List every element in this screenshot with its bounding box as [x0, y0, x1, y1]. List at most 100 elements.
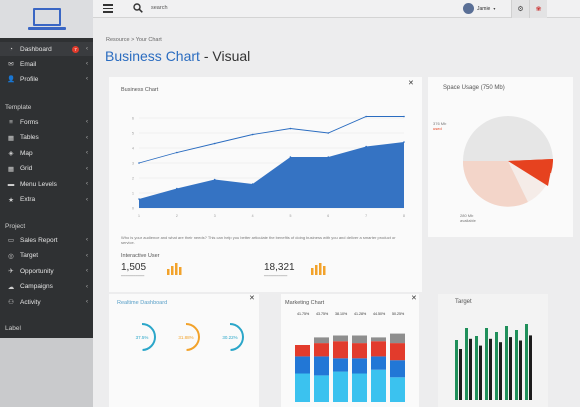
sidebar-item-dashboard[interactable]: ◔ Dashboard 7 ‹ — [0, 42, 93, 56]
marketing-bar-segment — [371, 369, 386, 402]
chevron-left-icon: ‹ — [86, 119, 88, 125]
page-title-main: Business Chart — [105, 48, 200, 64]
search-input[interactable]: search — [151, 5, 168, 11]
sidebar-item-label: Email — [20, 60, 37, 68]
close-icon[interactable]: ✕ — [408, 80, 414, 87]
marketing-bar-segment — [314, 356, 329, 376]
area-point — [138, 198, 140, 200]
realtime-rings — [128, 323, 244, 351]
marketing-percent-label: 41.75% — [297, 312, 310, 316]
notification-badge: 7 — [72, 45, 79, 53]
apps-button[interactable]: ❀ — [529, 0, 547, 18]
line-point — [176, 151, 178, 154]
close-icon[interactable]: ✕ — [411, 295, 417, 302]
sidebar-item-label: Campaigns — [20, 283, 53, 290]
target-bar-green — [485, 328, 488, 400]
close-icon[interactable]: ✕ — [249, 295, 255, 302]
used-label: 376 Mb — [433, 121, 447, 126]
target-bar-black — [469, 338, 472, 400]
available-sub: available — [460, 218, 476, 223]
x-tick-label: 5 — [289, 214, 291, 218]
realtime-dashboard-panel: Realtime Dashboard ✕ 37.5% 31.88% 30.22% — [109, 294, 259, 407]
chevron-left-icon: ‹ — [86, 283, 88, 290]
marketing-percent-label: 38.10% — [335, 312, 348, 316]
chevron-left-icon: ‹ — [86, 299, 88, 305]
report-icon: ▭ — [7, 237, 15, 244]
marketing-bar-segment — [390, 377, 405, 402]
sidebar-item-activity[interactable]: ⚇ Activity ‹ — [0, 295, 93, 309]
user-menu[interactable]: Jamie ▾ — [463, 3, 495, 14]
sidebar-item-label: Dashboard — [20, 45, 52, 53]
sidebar-item-label: Sales Report — [20, 236, 58, 244]
marketing-bar-segment — [295, 345, 310, 357]
marketing-bar-segment — [371, 341, 386, 357]
space-usage-panel: Space Usage (750 Mb) 376 Mb used 280 Mb … — [428, 77, 573, 237]
gear-icon: ⚙ — [517, 6, 524, 13]
y-tick-label: 5 — [132, 132, 134, 136]
dashboard-icon: ◔ — [9, 45, 13, 53]
space-usage-title: Space Usage (750 Mb) — [443, 85, 505, 91]
sidebar-item-grid[interactable]: ▦ Grid ‹ — [0, 162, 93, 176]
breadcrumb[interactable]: Resource > Your Chart — [106, 37, 162, 43]
sidebar-item-menu-levels[interactable]: ▬ Menu Levels ‹ — [0, 177, 93, 191]
area-point — [213, 178, 216, 181]
line-point — [289, 127, 292, 130]
area-point — [176, 187, 178, 190]
marketing-bar-segment — [352, 335, 367, 344]
marketing-bar-segment — [352, 358, 367, 374]
label-section-label: Label — [5, 325, 21, 332]
logo[interactable] — [0, 0, 93, 38]
sidebar-item-map[interactable]: ◈ Map ‹ — [0, 146, 93, 160]
target-title: Target — [455, 299, 472, 305]
x-tick-label: 8 — [403, 214, 405, 218]
stat-value-1: 1,505 — [121, 262, 147, 273]
sidebar-item-profile[interactable]: 👤 Profile ‹ — [0, 72, 93, 86]
sidebar-item-target[interactable]: ◎ Target ‹ — [0, 249, 93, 263]
sidebar-item-label: Map — [20, 149, 33, 157]
target-bar-black — [499, 342, 502, 400]
user-icon: 👤 — [6, 76, 16, 83]
avatar — [463, 3, 474, 14]
sidebar-item-extra[interactable]: ★ Extra ‹ — [0, 193, 93, 207]
template-section-label: Template — [5, 104, 32, 111]
target-bar-black — [509, 337, 512, 400]
target-icon: ◎ — [8, 252, 14, 260]
sidebar-item-sales-report[interactable]: ▭ Sales Report ‹ — [0, 233, 93, 247]
marketing-percent-label: 43.75% — [316, 312, 329, 316]
stat-sub-1: ━━━━━━━━━━━ — [121, 274, 145, 278]
x-tick-label: 6 — [327, 214, 329, 218]
settings-button[interactable]: ⚙ — [511, 0, 529, 18]
x-tick-label: 3 — [214, 214, 216, 218]
y-tick-label: 4 — [132, 147, 134, 151]
marketing-bar-segment — [333, 358, 348, 372]
line-point — [213, 142, 216, 145]
target-bar-black — [489, 338, 492, 400]
map-icon: ◈ — [8, 150, 14, 157]
sidebar-item-label: Grid — [20, 165, 33, 172]
sidebar-item-email[interactable]: ✉ Email ‹ — [0, 57, 93, 71]
sidebar-item-campaigns[interactable]: ☁ Campaigns ‹ — [0, 280, 93, 294]
target-bar-black — [459, 349, 462, 400]
marketing-bar-segment — [333, 335, 348, 342]
y-tick-label: 0 — [132, 207, 134, 211]
campaign-icon: ☁ — [7, 283, 15, 291]
chevron-left-icon: ‹ — [86, 61, 88, 67]
sidebar-item-tables[interactable]: ▦ Tables ‹ — [0, 131, 93, 145]
x-tick-label: 4 — [252, 214, 254, 218]
forms-icon: ≡ — [9, 118, 13, 126]
search-icon[interactable] — [133, 3, 143, 13]
target-bar-black — [529, 335, 532, 400]
sidebar-item-forms[interactable]: ≡ Forms ‹ — [0, 115, 93, 129]
area-point — [251, 183, 254, 185]
space-usage-pie — [462, 116, 553, 207]
apps-icon: ❀ — [535, 6, 542, 13]
grid-icon: ▦ — [7, 165, 15, 173]
marketing-bar-segment — [295, 356, 310, 374]
bar-sparkline-icon — [167, 263, 182, 275]
menu-icon[interactable] — [103, 4, 113, 13]
target-bar-green — [515, 330, 518, 400]
sidebar-item-opportunity[interactable]: ✈ Opportunity ‹ — [0, 264, 93, 278]
sidebar-item-label: Menu Levels — [20, 180, 57, 188]
